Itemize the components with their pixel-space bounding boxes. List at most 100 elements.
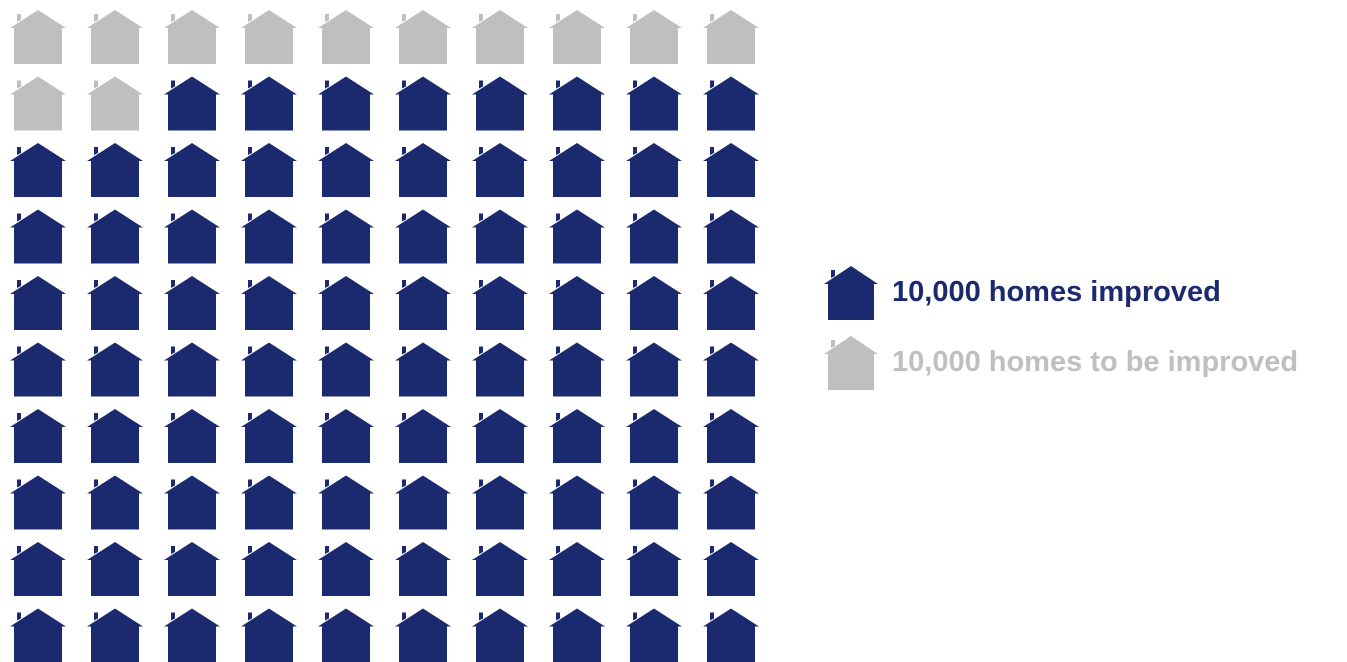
house-icon (10, 608, 66, 662)
waffle-cell-r10-c2 (87, 608, 143, 662)
waffle-cell-r9-c7 (472, 542, 528, 596)
legend-label-improved: 10,000 homes improved (892, 275, 1221, 308)
waffle-cell-r6-c4 (241, 342, 297, 397)
waffle-cell-r7-c3 (164, 409, 220, 463)
legend-icon-to-be-improved-shape (824, 336, 878, 390)
house-icon (241, 276, 297, 330)
house-icon (10, 475, 66, 530)
house-icon (318, 608, 374, 662)
waffle-cell-r10-c3 (164, 608, 220, 662)
house-icon (164, 276, 220, 330)
waffle-cell-r5-c8 (549, 276, 605, 330)
house-icon (472, 209, 528, 264)
waffle-cell-r1-c2 (87, 10, 143, 64)
waffle-cell-r8-c10 (703, 475, 759, 530)
waffle-cell-r3-c7 (472, 143, 528, 197)
waffle-cell-r9-c1 (10, 542, 66, 596)
waffle-cell-r8-c8 (549, 475, 605, 530)
waffle-cell-r6-c7 (472, 342, 528, 397)
waffle-cell-r7-c10 (703, 409, 759, 463)
waffle-cell-r8-c3 (164, 475, 220, 530)
house-icon (164, 209, 220, 264)
house-icon (241, 209, 297, 264)
house-icon (703, 342, 759, 397)
house-icon (626, 608, 682, 662)
waffle-cell-r2-c9 (626, 76, 682, 131)
waffle-cell-r3-c1 (10, 143, 66, 197)
house-icon (241, 409, 297, 463)
waffle-cell-r6-c2 (87, 342, 143, 397)
waffle-cell-r1-c1 (10, 10, 66, 64)
waffle-cell-r7-c8 (549, 409, 605, 463)
house-icon (549, 276, 605, 330)
house-icon (10, 276, 66, 330)
waffle-cell-r8-c5 (318, 475, 374, 530)
waffle-cell-r1-c7 (472, 10, 528, 64)
house-icon (703, 76, 759, 131)
waffle-cell-r5-c7 (472, 276, 528, 330)
house-icon (626, 143, 682, 197)
waffle-cell-r8-c6 (395, 475, 451, 530)
waffle-cell-r6-c1 (10, 342, 66, 397)
waffle-cell-r9-c8 (549, 542, 605, 596)
house-icon (703, 10, 759, 64)
waffle-cell-r5-c4 (241, 276, 297, 330)
waffle-cell-r4-c6 (395, 209, 451, 264)
house-icon (549, 475, 605, 530)
house-icon (472, 608, 528, 662)
waffle-cell-r3-c9 (626, 143, 682, 197)
waffle-cell-r6-c9 (626, 342, 682, 397)
waffle-cell-r9-c5 (318, 542, 374, 596)
house-icon (318, 10, 374, 64)
house-icon (318, 143, 374, 197)
house-icon (626, 475, 682, 530)
house-icon (703, 276, 759, 330)
house-icon (703, 475, 759, 530)
waffle-cell-r4-c5 (318, 209, 374, 264)
waffle-cell-r10-c5 (318, 608, 374, 662)
house-icon (824, 266, 878, 320)
waffle-cell-r5-c9 (626, 276, 682, 330)
waffle-cell-r10-c9 (626, 608, 682, 662)
house-icon (472, 409, 528, 463)
waffle-cell-r5-c6 (395, 276, 451, 330)
house-icon (472, 542, 528, 596)
house-icon (10, 542, 66, 596)
house-icon (87, 475, 143, 530)
house-icon (703, 209, 759, 264)
house-icon (395, 342, 451, 397)
waffle-cell-r1-c4 (241, 10, 297, 64)
waffle-cell-r2-c3 (164, 76, 220, 131)
house-icon (626, 342, 682, 397)
waffle-cell-r4-c9 (626, 209, 682, 264)
legend-icon-improved-shape (824, 266, 878, 320)
house-icon (87, 608, 143, 662)
waffle-cell-r8-c7 (472, 475, 528, 530)
waffle-cell-r2-c1 (10, 76, 66, 131)
house-icon (10, 76, 66, 131)
house-icon (10, 10, 66, 64)
house-icon (703, 409, 759, 463)
house-icon (549, 409, 605, 463)
house-icon (87, 542, 143, 596)
house-icon (549, 76, 605, 131)
waffle-cell-r4-c7 (472, 209, 528, 264)
house-icon (703, 608, 759, 662)
house-icon (395, 608, 451, 662)
house-icon (164, 76, 220, 131)
house-icon (472, 143, 528, 197)
house-icon (318, 542, 374, 596)
waffle-cell-r2-c5 (318, 76, 374, 131)
house-icon (318, 475, 374, 530)
waffle-cell-r8-c1 (10, 475, 66, 530)
legend: 10,000 homes improved 10,000 homes to be… (822, 264, 1342, 404)
waffle-cell-r7-c1 (10, 409, 66, 463)
waffle-cell-r3-c3 (164, 143, 220, 197)
house-icon (241, 608, 297, 662)
house-icon (472, 276, 528, 330)
house-icon (241, 143, 297, 197)
waffle-cell-r8-c2 (87, 475, 143, 530)
legend-item-improved: 10,000 homes improved (822, 264, 1342, 320)
waffle-cell-r3-c10 (703, 143, 759, 197)
legend-item-to-be-improved: 10,000 homes to be improved (822, 334, 1342, 390)
